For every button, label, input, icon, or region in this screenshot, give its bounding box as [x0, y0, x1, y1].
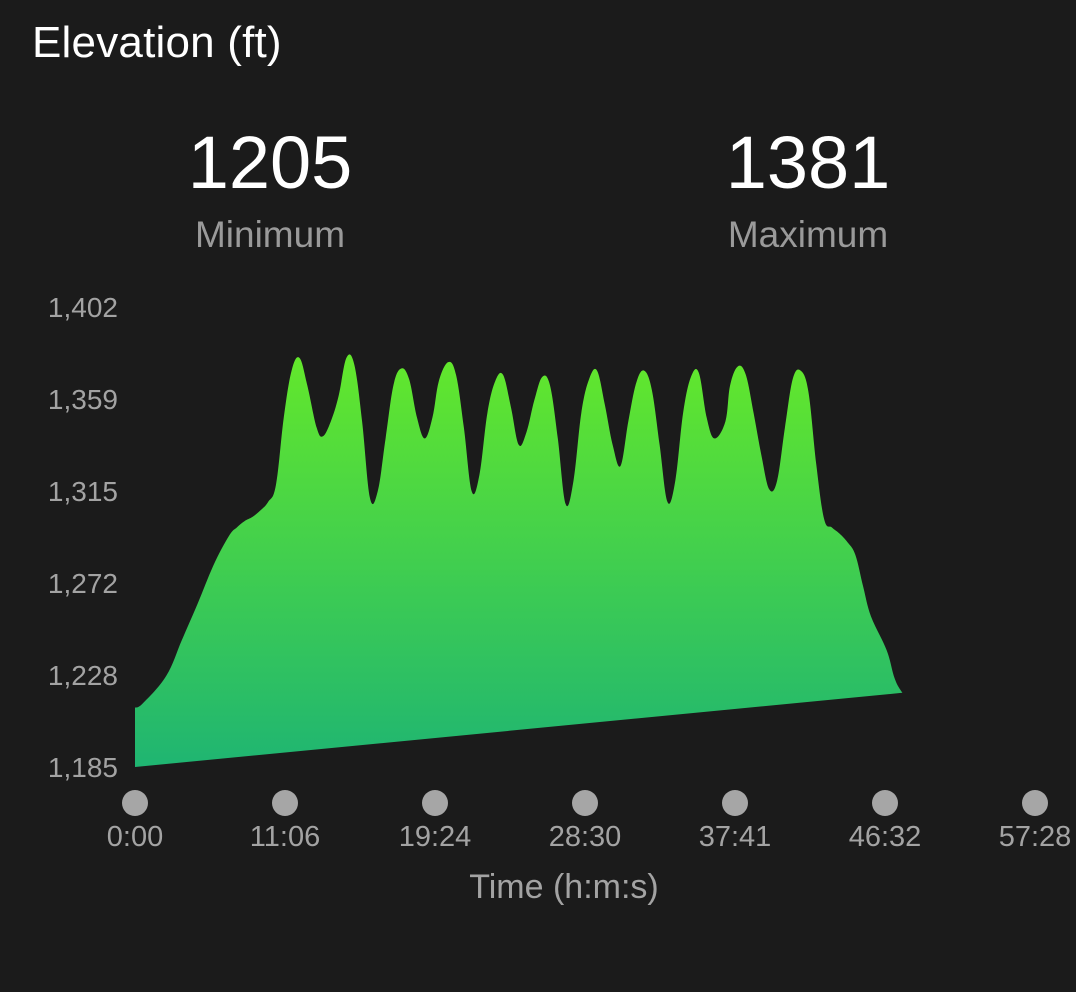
x-tick-label: 11:06 [250, 821, 320, 853]
y-tick-label: 1,272 [48, 568, 118, 599]
x-tick-label: 19:24 [399, 821, 472, 853]
x-tick-label: 46:32 [849, 821, 922, 853]
minimum-label: Minimum [194, 214, 346, 255]
maximum-stat: 1381 Maximum [648, 120, 968, 256]
maximum-value: 1381 [725, 121, 891, 204]
y-tick-label: 1,402 [48, 292, 118, 323]
x-tick-label: 57:28 [999, 821, 1072, 853]
y-tick-label: 1,228 [48, 660, 118, 691]
y-tick-label: 1,315 [48, 476, 118, 507]
y-tick-label: 1,185 [48, 752, 118, 783]
x-tick-marker[interactable] [1022, 790, 1048, 816]
x-tick-marker[interactable] [272, 790, 298, 816]
minimum-value: 1205 [187, 121, 353, 204]
x-tick-marker[interactable] [422, 790, 448, 816]
x-tick-marker[interactable] [572, 790, 598, 816]
x-axis-title: Time (h:m:s) [469, 868, 659, 906]
y-tick-label: 1,359 [48, 384, 118, 415]
x-tick-marker[interactable] [722, 790, 748, 816]
x-tick-marker[interactable] [122, 790, 148, 816]
minimum-stat: 1205 Minimum [110, 120, 430, 256]
maximum-label: Maximum [727, 214, 889, 255]
elevation-area [135, 354, 903, 767]
x-tick-label: 0:00 [107, 821, 163, 853]
x-tick-marker[interactable] [872, 790, 898, 816]
x-tick-label: 37:41 [699, 821, 772, 853]
x-tick-label: 28:30 [549, 821, 622, 853]
chart-title: Elevation (ft) [32, 18, 282, 67]
